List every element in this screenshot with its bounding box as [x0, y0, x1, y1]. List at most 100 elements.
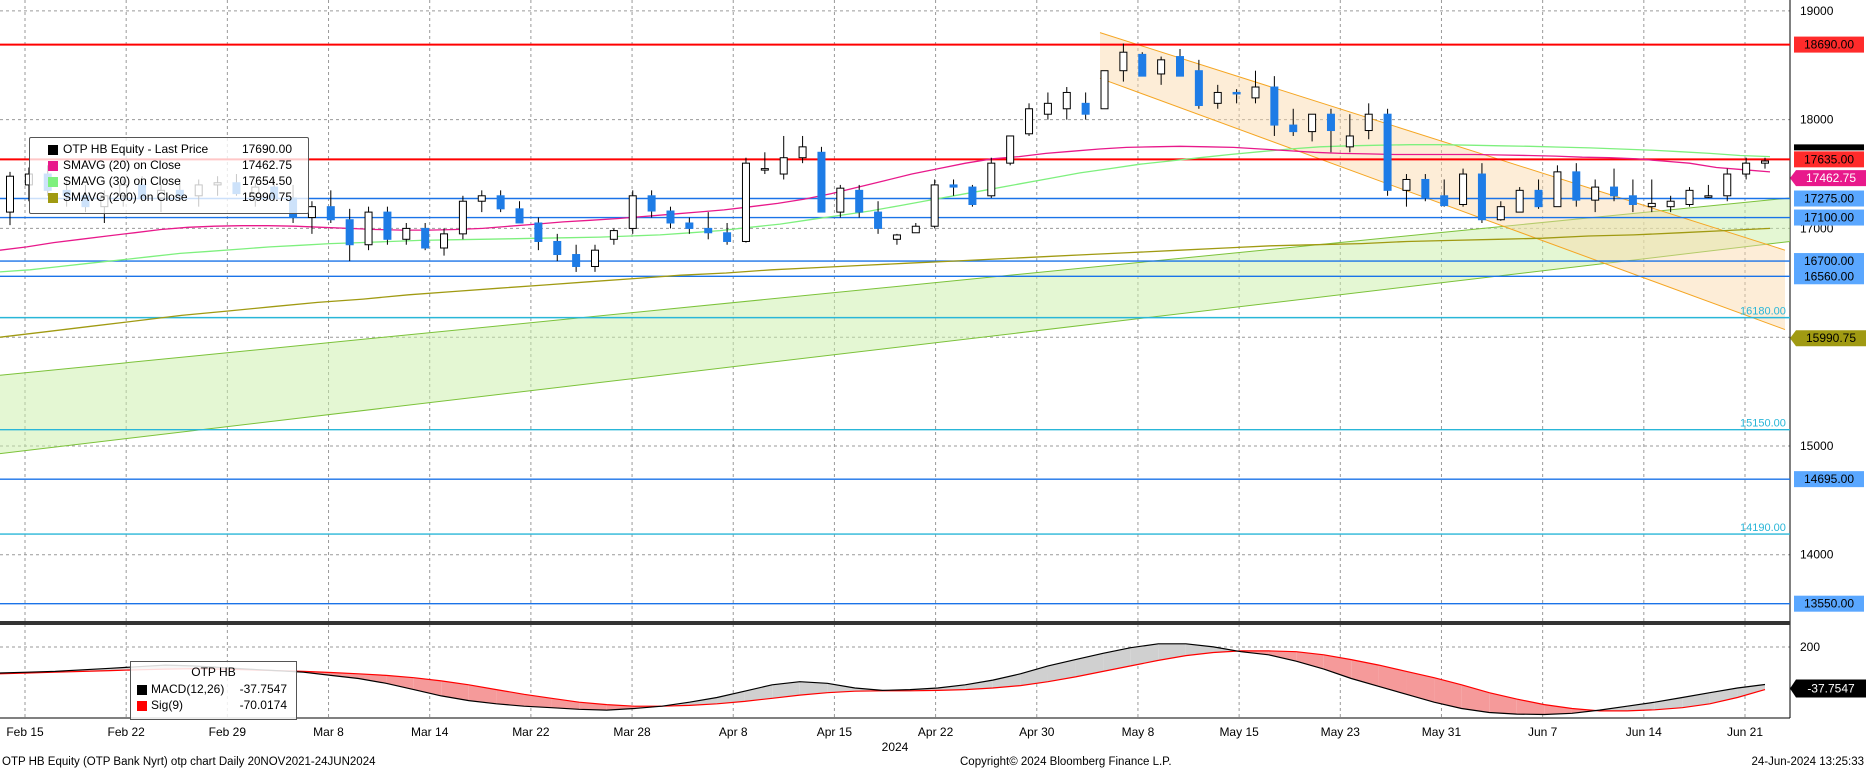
candle-body — [1572, 171, 1581, 201]
level-label-bg — [1794, 36, 1864, 53]
candle-body — [307, 206, 316, 219]
macd-fill — [937, 684, 966, 691]
macd-value-tag-label: -37.7547 — [1807, 681, 1855, 695]
level-label-bg — [1794, 268, 1864, 285]
level-label: 16560.00 — [1804, 269, 1854, 283]
candle-body — [892, 234, 901, 240]
sma200-line — [0, 227, 1771, 338]
candle-body — [666, 210, 675, 224]
level-label: 16180.00 — [1740, 306, 1786, 318]
x-tick-label: May 31 — [1422, 725, 1462, 739]
y-tick-label: 18000 — [1800, 113, 1834, 127]
candle-body — [1157, 59, 1166, 75]
macd-fill — [1737, 684, 1765, 698]
macd-fill — [1296, 651, 1324, 670]
macd-fill — [551, 698, 580, 710]
last-price-tag-bg — [1794, 144, 1864, 151]
macd-fill — [1516, 699, 1545, 715]
candle-body — [798, 146, 807, 159]
legend-value-sma30: 17654.50 — [241, 174, 292, 188]
candle-body — [1459, 173, 1468, 205]
candle-body — [591, 249, 599, 267]
macd-fill — [1461, 684, 1490, 713]
macd-legend-value-signal: -70.0174 — [239, 698, 287, 712]
candle-body — [1666, 200, 1675, 208]
candle-body — [1176, 56, 1184, 77]
candle-body — [874, 211, 883, 229]
macd-fill — [1544, 704, 1572, 715]
macd-legend-row-signal: Sig(9) -70.0174 — [137, 698, 291, 714]
macd-fill — [1323, 654, 1352, 679]
macd-fill — [827, 683, 855, 693]
candle-body — [1496, 206, 1505, 221]
candle-body — [1119, 51, 1128, 72]
x-tick-label: Apr 30 — [1019, 725, 1055, 739]
candle-body — [628, 195, 637, 229]
y-tick-label: 19000 — [1800, 4, 1834, 18]
candle-body — [1742, 162, 1751, 175]
macd-legend-swatch-signal — [137, 701, 147, 711]
macd-fill — [358, 673, 387, 684]
candle-body — [1591, 186, 1600, 201]
footer-center: Copyright© 2024 Bloomberg Finance L.P. — [960, 756, 1172, 768]
legend-swatch-sma30 — [48, 177, 58, 187]
x-tick-label: May 8 — [1122, 725, 1155, 739]
legend-label-last-price: OTP HB Equity - Last Price — [63, 142, 209, 156]
x-tick-label: May 23 — [1321, 725, 1361, 739]
macd-fill — [1047, 659, 1076, 682]
candle-body — [1477, 173, 1486, 221]
candle-body — [685, 222, 694, 229]
price-chart: Feb 15 Feb 22 Feb 29 Mar 8 Mar 14 Mar 22 Mar 2… — [0, 0, 1866, 754]
macd-fill — [1654, 697, 1683, 710]
macd-fill — [386, 675, 414, 690]
candle-body — [1440, 195, 1449, 207]
level-label-bg — [1794, 209, 1864, 226]
x-tick-label: Jun 14 — [1626, 725, 1662, 739]
candle-body — [1289, 124, 1298, 133]
legend-row-sma200: SMAVG (200) on Close 15990.75 — [30, 190, 308, 206]
candle-body — [760, 168, 769, 171]
footer-left: OTP HB Equity (OTP Bank Nyrt) otp chart … — [2, 756, 376, 768]
candle-body — [1364, 113, 1373, 132]
x-tick-label: Mar 22 — [512, 725, 550, 739]
macd-fill — [1434, 677, 1462, 709]
macd-legend-row-macd: MACD(12,26) -37.7547 — [137, 682, 291, 698]
x-tick-label: Mar 14 — [411, 725, 449, 739]
candle-body — [1685, 189, 1694, 205]
legend-value-last-price: 17690.00 — [241, 142, 292, 156]
macd-fill — [1103, 647, 1131, 672]
candle-body — [855, 189, 864, 213]
candle-body — [1534, 189, 1543, 208]
candle-body — [968, 186, 977, 205]
candle-body — [836, 187, 845, 213]
macd-legend-value-macd: -37.7547 — [239, 682, 287, 696]
macd-fill — [1075, 653, 1104, 677]
macd-fill — [413, 677, 442, 696]
x-tick-label: Apr 22 — [918, 725, 954, 739]
level-label: 17635.00 — [1804, 152, 1854, 166]
candle-body — [1628, 195, 1637, 205]
candle-body — [930, 184, 939, 227]
macd-fill — [772, 681, 800, 699]
macd-y-tick-label: 200 — [1800, 640, 1820, 654]
y-tick-label: 14000 — [1800, 548, 1834, 562]
macd-legend-label-macd: MACD(12,26) — [151, 682, 225, 696]
candle-body — [6, 175, 14, 213]
value-tag-bg — [1790, 170, 1866, 187]
macd-legend-label-signal: Sig(9) — [151, 698, 184, 712]
sma20-line — [0, 145, 1771, 251]
candle-body — [1515, 189, 1524, 213]
candle-body — [1553, 171, 1562, 208]
legend-value-sma20: 17462.75 — [241, 158, 292, 172]
level-label: 14190.00 — [1740, 522, 1786, 534]
candle-body — [364, 211, 373, 246]
candle-body — [1383, 113, 1392, 191]
macd-fill — [689, 697, 718, 706]
candle-body — [911, 225, 920, 234]
x-tick-label: Apr 15 — [817, 725, 853, 739]
candle-body — [534, 222, 543, 242]
candle-body — [1610, 186, 1619, 197]
candle-body — [609, 230, 618, 240]
candle-body — [1345, 135, 1354, 148]
candle-body — [383, 211, 392, 240]
